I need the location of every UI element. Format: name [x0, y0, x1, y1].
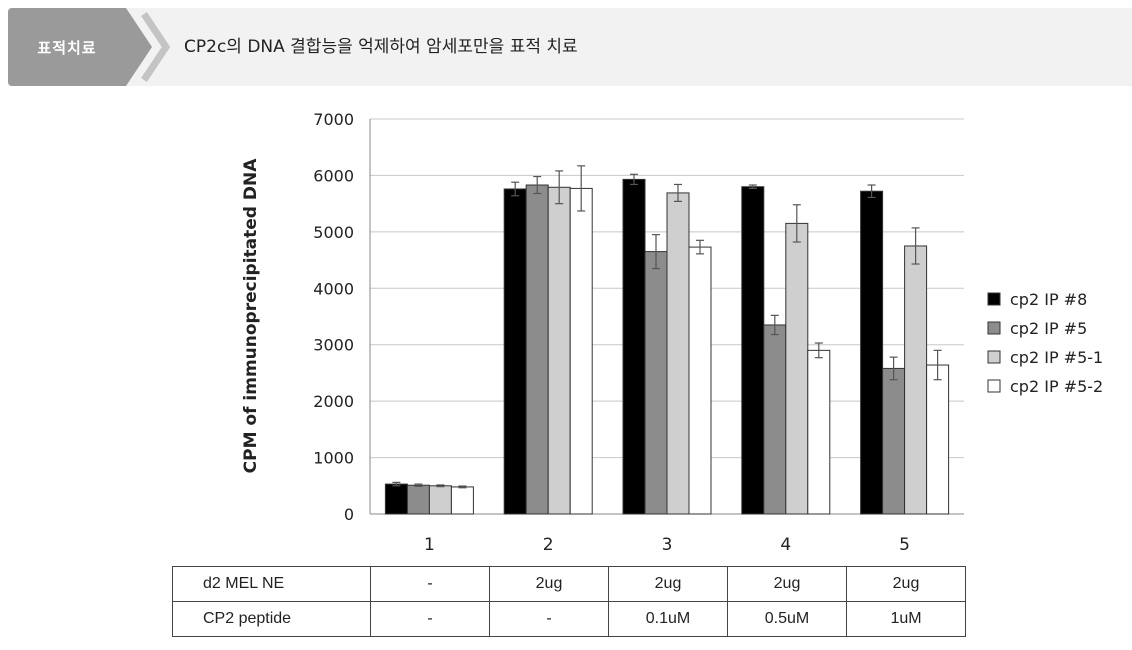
y-tick-label: 5000 [313, 223, 354, 242]
bar [644, 251, 668, 515]
table-row: CP2 peptide - - 0.1uM 0.5uM 1uM [172, 601, 966, 637]
bar [384, 483, 408, 515]
table-row: d2 MEL NE - 2ug 2ug 2ug 2ug [172, 566, 966, 602]
y-tick-label: 7000 [313, 110, 354, 129]
bar-chart: 0 1000 2000 3000 4000 5000 6000 7000 1 2 3 4 5 CPM o… [241, 110, 1103, 555]
row-label: d2 MEL NE [172, 566, 371, 602]
bar [547, 186, 571, 515]
legend-swatch [987, 292, 1001, 306]
y-tick-label: 2000 [313, 392, 354, 411]
legend-swatch [987, 350, 1001, 364]
legend-swatch [987, 379, 1001, 393]
bar [763, 324, 787, 515]
bar [406, 484, 430, 515]
table-cell: 2ug [727, 566, 847, 602]
bar [503, 188, 527, 515]
table-cell: 1uM [846, 601, 966, 637]
section-header: 표적치료 CP2c의 DNA 결합능을 억제하여 암세포만을 표적 치료 [8, 8, 1132, 86]
table-cell: 2ug [846, 566, 966, 602]
bar [807, 349, 831, 515]
bar [860, 190, 884, 515]
section-title: CP2c의 DNA 결합능을 억제하여 암세포만을 표적 치료 [184, 37, 578, 57]
table-cell: 0.1uM [608, 601, 728, 637]
y-tick-label: 6000 [313, 166, 354, 185]
bars [384, 178, 950, 515]
table-cell: 0.5uM [727, 601, 847, 637]
legend-label: cp2 IP #5-2 [1010, 377, 1103, 396]
bar [666, 192, 690, 515]
table-cell: - [489, 601, 609, 637]
bar [428, 485, 452, 515]
bar [904, 245, 928, 515]
row-label: CP2 peptide [172, 601, 371, 637]
chevron-right-icon [141, 12, 170, 82]
y-tick-label: 0 [344, 505, 354, 524]
bar [450, 486, 474, 515]
y-tick-label: 1000 [313, 449, 354, 468]
legend-swatch [987, 321, 1001, 335]
table-cell: 2ug [608, 566, 728, 602]
bar [882, 367, 906, 515]
bar [622, 178, 646, 515]
y-tick-label: 3000 [313, 336, 354, 355]
x-tick-label: 4 [780, 535, 791, 555]
legend: cp2 IP #8 cp2 IP #5 cp2 IP #5-1 cp2 IP #5-2 [987, 290, 1103, 396]
legend-label: cp2 IP #5-1 [1010, 348, 1103, 367]
bar [741, 186, 765, 515]
table-cell: - [370, 566, 490, 602]
x-tick-label: 3 [662, 535, 673, 555]
x-tick-label: 2 [543, 535, 554, 555]
bar [569, 187, 593, 515]
table-cell: - [370, 601, 490, 637]
y-axis-title: CPM of immunoprecipitated DNA [241, 158, 261, 474]
bar [926, 364, 950, 515]
error-bars [392, 165, 942, 489]
bar [688, 246, 712, 515]
bar [785, 222, 809, 515]
x-tick-label: 5 [899, 535, 910, 555]
tick-labels: 0 1000 2000 3000 4000 5000 6000 7000 1 2 3 4 5 [313, 110, 910, 555]
y-tick-label: 4000 [313, 279, 354, 298]
section-badge: 표적치료 [8, 8, 126, 86]
legend-label: cp2 IP #8 [1010, 290, 1087, 309]
x-tick-label: 1 [424, 535, 435, 555]
legend-label: cp2 IP #5 [1010, 319, 1087, 338]
conditions-table: d2 MEL NE - 2ug 2ug 2ug 2ug CP2 peptide … [172, 566, 966, 637]
table-cell: 2ug [489, 566, 609, 602]
bar [525, 184, 549, 515]
